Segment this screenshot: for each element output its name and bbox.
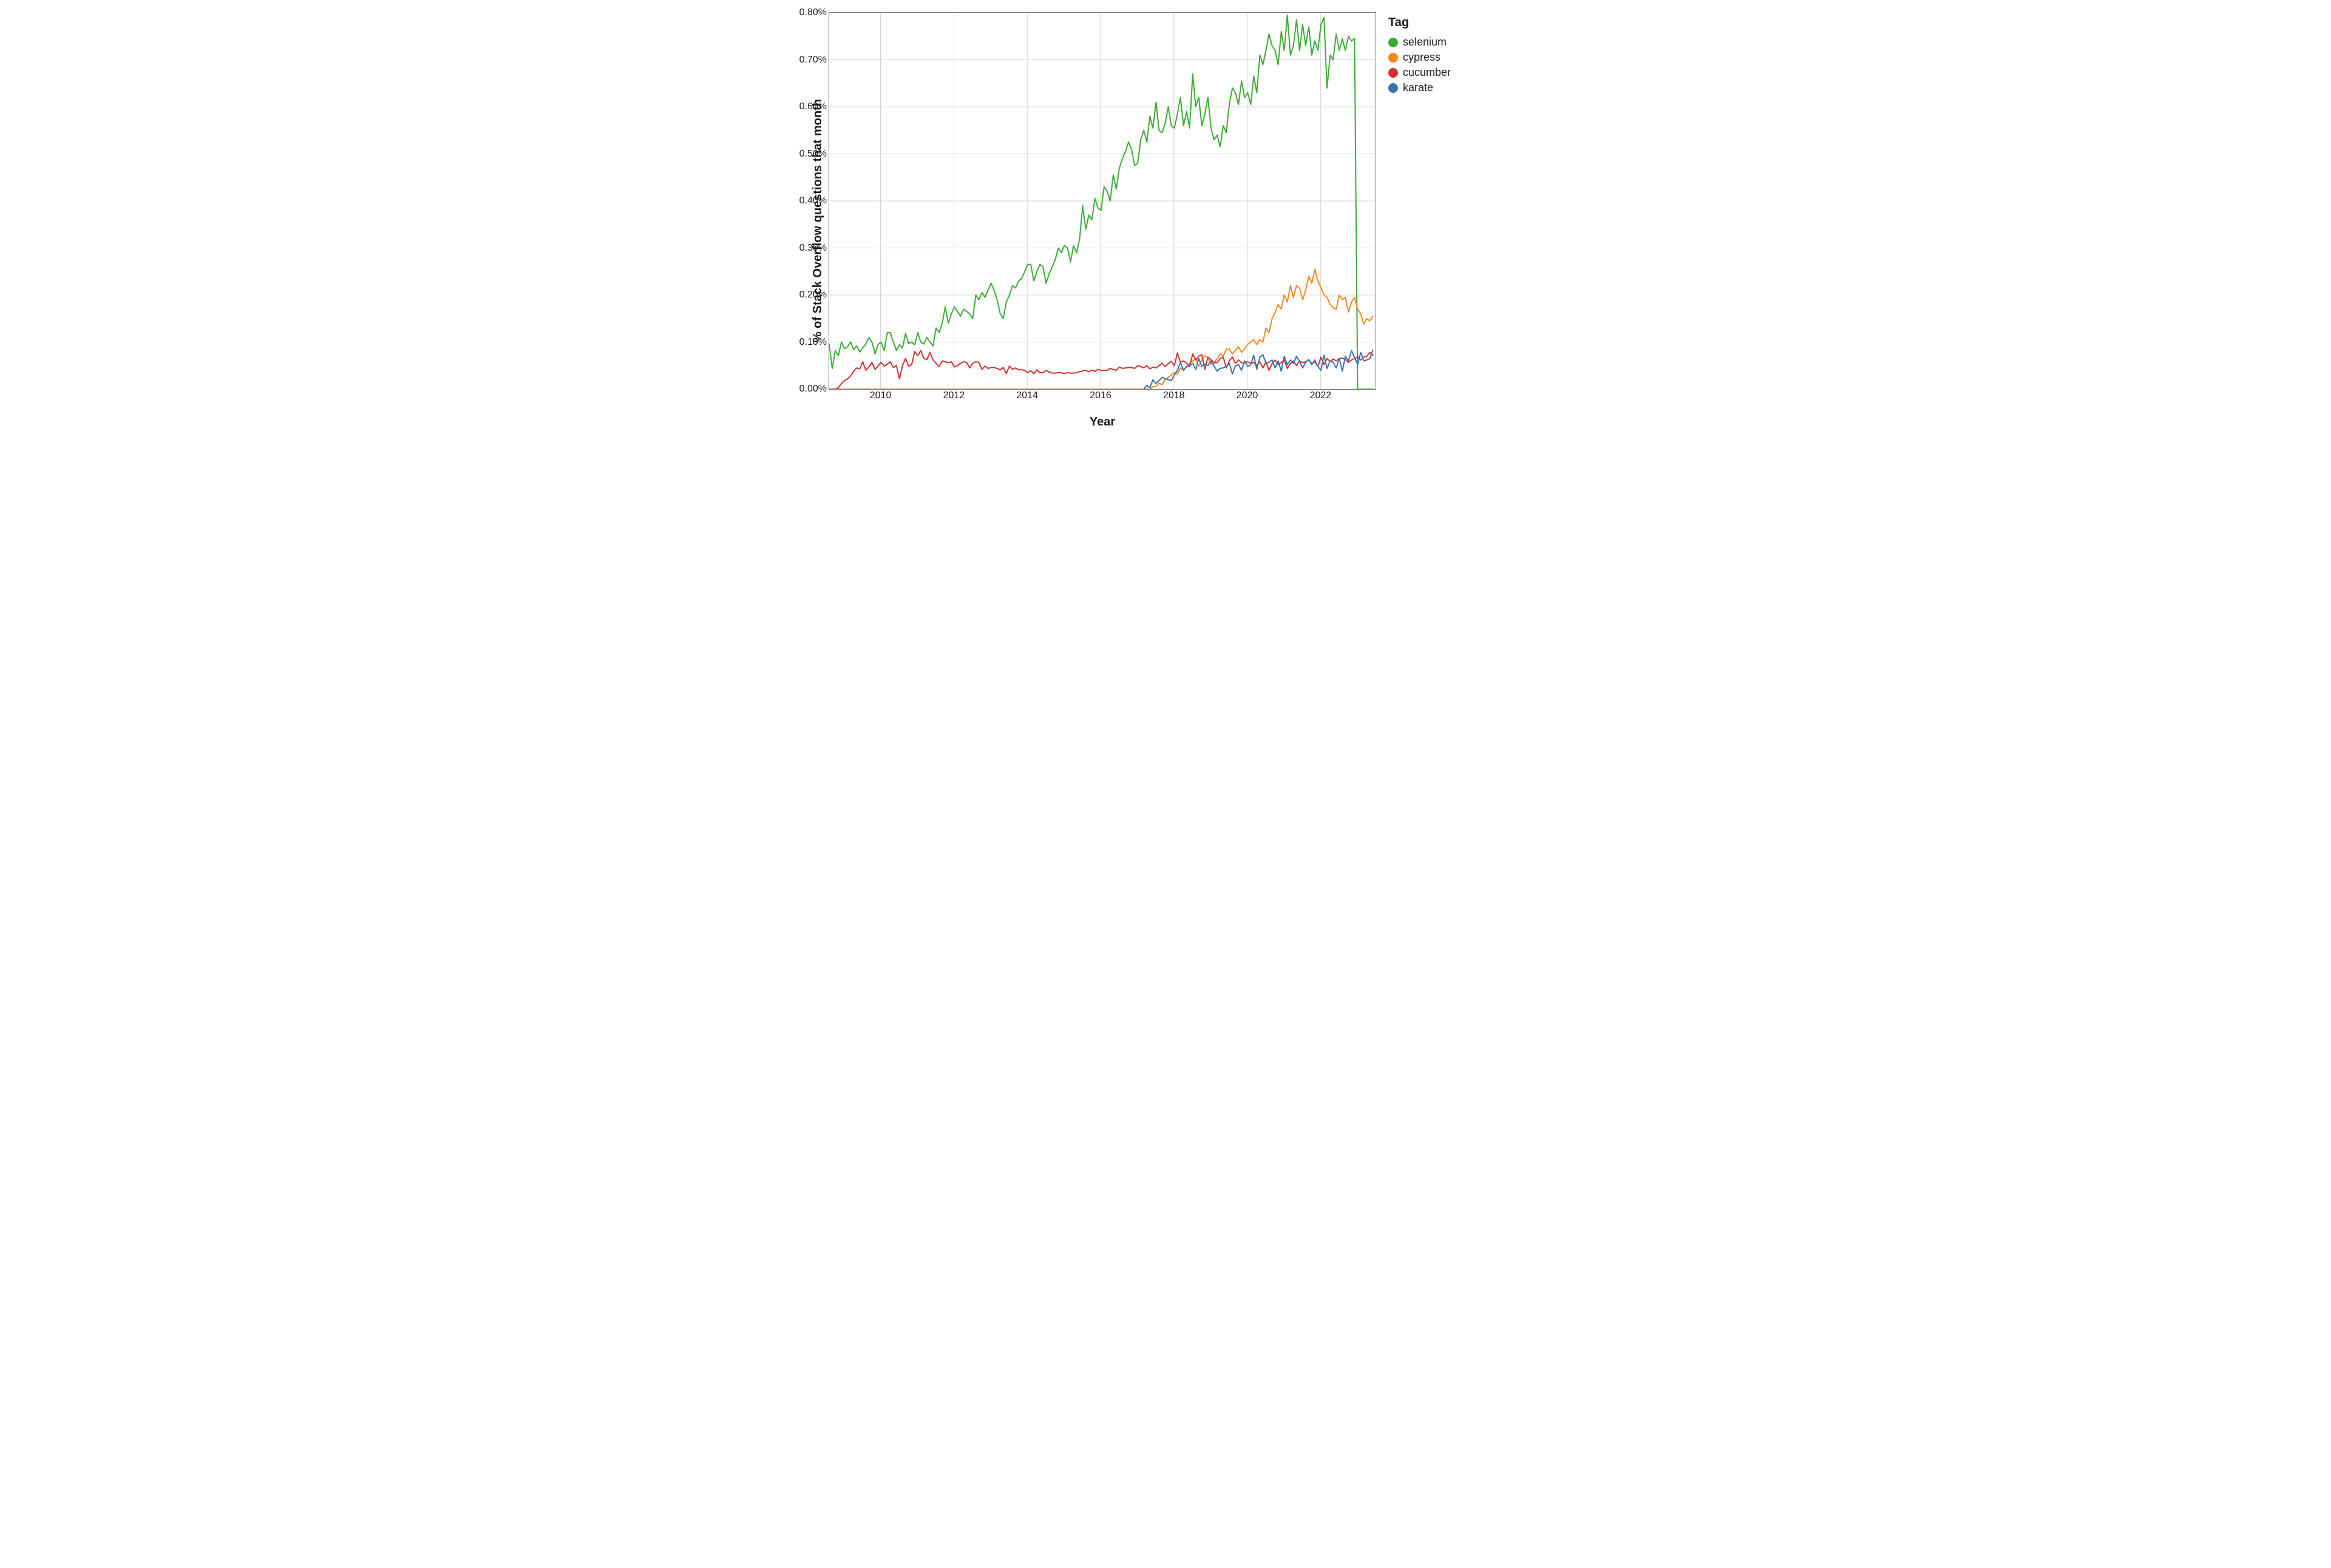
legend-item-cypress: cypress xyxy=(1388,51,1451,64)
y-axis-ticks: 0.00%0.10%0.20%0.30%0.40%0.50%0.60%0.70%… xyxy=(784,13,827,389)
x-tick-label: 2014 xyxy=(1016,390,1038,401)
y-tick-label: 0.80% xyxy=(784,7,827,18)
legend-swatch-icon xyxy=(1388,68,1398,78)
chart-column: % of Stack Overflow questions that month… xyxy=(807,12,1376,429)
x-tick-label: 2010 xyxy=(870,390,892,401)
chart-svg xyxy=(829,13,1376,389)
legend-swatch-icon xyxy=(1388,38,1398,47)
x-tick-label: 2022 xyxy=(1310,390,1332,401)
series-cypress xyxy=(829,269,1373,389)
plot-stack: 0.00%0.10%0.20%0.30%0.40%0.50%0.60%0.70%… xyxy=(829,12,1376,429)
plot-area: 0.00%0.10%0.20%0.30%0.40%0.50%0.60%0.70%… xyxy=(829,12,1376,390)
series-cucumber xyxy=(829,351,1373,390)
legend-item-cucumber: cucumber xyxy=(1388,66,1451,79)
y-tick-label: 0.10% xyxy=(784,337,827,348)
x-axis-ticks: 2010 2012 2014 2016 2018 2020 2022 xyxy=(829,390,1376,405)
x-tick-label: 2020 xyxy=(1237,390,1258,401)
y-tick-label: 0.70% xyxy=(784,55,827,66)
legend-item-karate: karate xyxy=(1388,81,1451,94)
legend-swatch-icon xyxy=(1388,53,1398,63)
legend-label: cypress xyxy=(1403,51,1440,64)
legend-label: selenium xyxy=(1403,36,1447,49)
series-selenium xyxy=(829,15,1373,389)
x-tick-label: 2018 xyxy=(1163,390,1185,401)
y-tick-label: 0.00% xyxy=(784,384,827,395)
x-tick-label: 2016 xyxy=(1090,390,1111,401)
legend-label: cucumber xyxy=(1403,66,1451,79)
legend-label: karate xyxy=(1403,81,1433,94)
chart-container: % of Stack Overflow questions that month… xyxy=(801,0,1530,435)
x-tick-label: 2012 xyxy=(943,390,965,401)
y-tick-label: 0.60% xyxy=(784,101,827,112)
legend-swatch-icon xyxy=(1388,83,1398,93)
y-tick-label: 0.40% xyxy=(784,195,827,206)
legend-item-selenium: selenium xyxy=(1388,36,1451,49)
y-tick-label: 0.30% xyxy=(784,243,827,254)
legend-title: Tag xyxy=(1388,16,1451,30)
legend-items: selenium cypress cucumber karate xyxy=(1388,36,1451,94)
x-axis-label: Year xyxy=(829,415,1376,429)
y-tick-label: 0.50% xyxy=(784,149,827,160)
legend: Tag selenium cypress cucumber karate xyxy=(1388,12,1451,97)
y-tick-label: 0.20% xyxy=(784,290,827,300)
